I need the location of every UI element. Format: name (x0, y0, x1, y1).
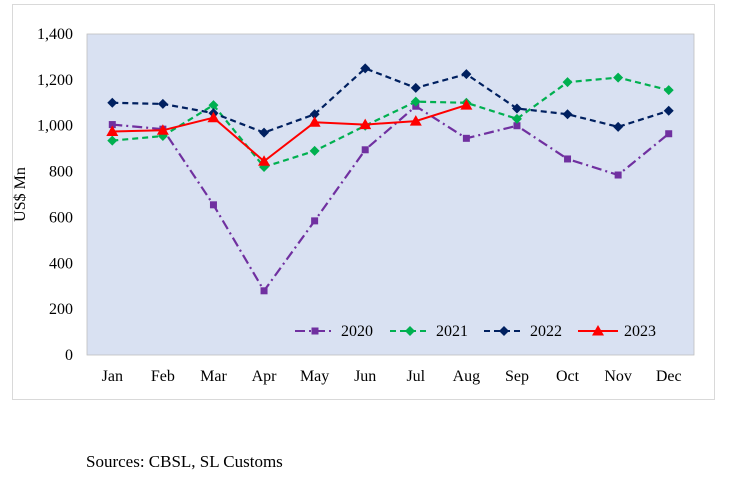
data-point-2020 (260, 287, 268, 295)
data-point-2023 (207, 111, 220, 123)
x-tick-label: Nov (604, 368, 632, 385)
data-point-2021 (208, 100, 219, 111)
data-point-2021 (410, 96, 421, 107)
data-point-2020 (564, 155, 572, 163)
y-tick-label: 600 (49, 209, 73, 226)
plot-area (86, 33, 695, 356)
legend-entry-2023: 2023 (578, 323, 656, 340)
data-point-2022 (157, 98, 168, 109)
series-line-2023 (112, 104, 467, 163)
data-point-2021 (157, 131, 168, 142)
data-point-2020 (361, 146, 369, 154)
series-2023 (106, 99, 473, 166)
legend-marker (405, 326, 415, 336)
legend-entry-2022: 2022 (484, 323, 562, 340)
data-point-2023 (156, 124, 169, 135)
data-point-2022 (360, 63, 371, 74)
data-point-2022 (309, 109, 320, 120)
data-point-2022 (511, 103, 522, 114)
y-tick-label: 0 (65, 347, 73, 364)
x-tick-label: Mar (200, 368, 227, 385)
data-point-2020 (614, 171, 622, 179)
data-point-2020 (209, 201, 217, 209)
x-tick-label: Oct (556, 368, 580, 385)
legend-label: 2022 (530, 323, 562, 340)
y-tick-label: 200 (49, 301, 73, 318)
legend-label: 2023 (624, 323, 656, 340)
data-point-2021 (107, 135, 118, 146)
data-point-2022 (663, 105, 674, 116)
data-point-2022 (562, 109, 573, 120)
data-point-2023 (258, 155, 271, 166)
x-tick-label: May (300, 368, 329, 385)
legend-label: 2021 (436, 323, 468, 340)
data-point-2023 (308, 116, 321, 127)
data-point-2023 (460, 99, 473, 110)
x-tick-label: Apr (252, 368, 278, 385)
x-tick-label: Feb (151, 368, 175, 385)
data-point-2020 (311, 217, 319, 225)
y-tick-label: 800 (49, 164, 73, 181)
data-point-2022 (107, 97, 118, 108)
data-point-2022 (461, 69, 472, 80)
data-point-2022 (259, 127, 270, 138)
data-point-2023 (359, 118, 372, 130)
chart-frame: 0 200 400 600 800 1,000 1,200 1,400 Jan Feb Mar Apr… (12, 4, 715, 400)
x-tick-label: Aug (453, 368, 481, 385)
y-axis-label: US$ Mn (13, 167, 29, 222)
legend-label: 2020 (341, 323, 373, 340)
data-point-2020 (462, 134, 470, 142)
source-note: Sources: CBSL, SL Customs (86, 452, 283, 471)
data-point-2023 (409, 115, 422, 126)
data-point-2021 (663, 85, 674, 96)
y-tick-label: 1,000 (37, 118, 73, 135)
legend-marker (499, 326, 509, 336)
series-line-2021 (112, 76, 669, 169)
legend-marker (592, 325, 604, 336)
x-tick-label: Jun (354, 368, 376, 385)
data-point-2020 (513, 122, 521, 130)
series-2022 (107, 63, 674, 138)
data-point-2021 (309, 145, 320, 156)
y-tick-label: 1,400 (37, 26, 73, 43)
x-tick-label: Sep (505, 368, 529, 385)
x-tick-label: Jan (102, 368, 123, 385)
data-point-2020 (665, 130, 673, 138)
x-tick-label: Dec (656, 368, 682, 385)
line-chart: 0 200 400 600 800 1,000 1,200 1,400 Jan Feb Mar Apr… (13, 26, 695, 385)
series-line-2020 (112, 104, 670, 293)
legend-entry-2021: 2021 (390, 323, 468, 340)
data-point-2022 (613, 121, 624, 132)
series-line-2022 (112, 67, 670, 134)
data-point-2023 (106, 125, 119, 136)
y-tick-label: 1,200 (37, 72, 73, 89)
y-tick-label: 400 (49, 255, 73, 272)
data-point-2020 (108, 121, 116, 129)
legend-marker (311, 327, 319, 335)
data-point-2022 (410, 82, 421, 93)
data-point-2021 (562, 77, 573, 88)
x-tick-label: Jul (406, 368, 425, 385)
data-point-2021 (613, 72, 624, 83)
legend-entry-2020: 2020 (295, 323, 373, 340)
data-point-2021 (511, 113, 522, 124)
